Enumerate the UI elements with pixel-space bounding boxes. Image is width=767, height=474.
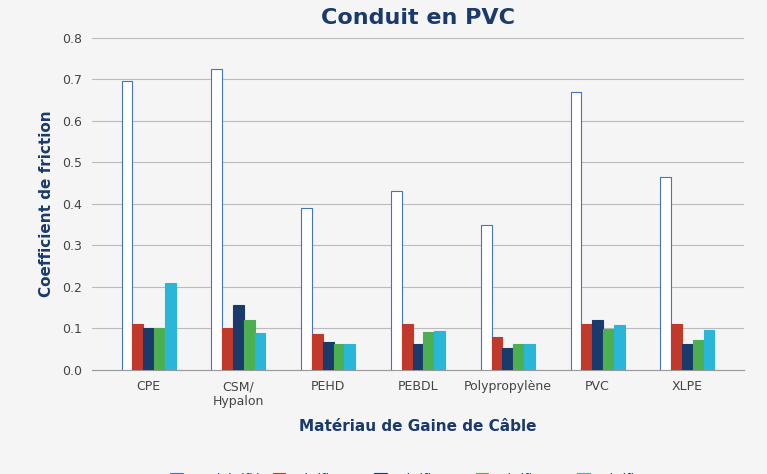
Bar (693, 340, 703, 370)
Bar (660, 177, 671, 370)
Bar (255, 333, 265, 370)
Bar (244, 320, 255, 370)
Bar (502, 348, 513, 370)
Bar (603, 329, 614, 370)
Bar (344, 344, 355, 370)
Bar (301, 208, 312, 370)
Y-axis label: Coefficient de friction: Coefficient de friction (39, 110, 54, 297)
Bar (682, 344, 693, 370)
Bar (133, 324, 143, 370)
Bar (581, 324, 592, 370)
Bar (413, 344, 423, 370)
Bar (212, 69, 222, 370)
Bar (423, 332, 434, 370)
Bar (434, 331, 445, 370)
Bar (592, 320, 603, 370)
Bar (614, 325, 624, 370)
X-axis label: Matériau de Gaine de Câble: Matériau de Gaine de Câble (299, 419, 537, 434)
Bar (154, 328, 165, 370)
Bar (402, 324, 413, 370)
Legend: Non lubrifié, Lubrifiant 1, Lubrifiant 2, Lubrifiant 3, Lubrifiant 4: Non lubrifié, Lubrifiant 1, Lubrifiant 2… (166, 469, 670, 474)
Title: Conduit en PVC: Conduit en PVC (321, 8, 515, 28)
Bar (143, 328, 154, 370)
Bar (571, 92, 581, 370)
Bar (122, 82, 133, 370)
Bar (312, 335, 323, 370)
Bar (222, 328, 233, 370)
Bar (334, 344, 344, 370)
Bar (165, 283, 176, 370)
Bar (481, 225, 492, 370)
Bar (391, 191, 402, 370)
Bar (233, 305, 244, 370)
Bar (492, 337, 502, 370)
Bar (671, 324, 682, 370)
Bar (524, 344, 535, 370)
Bar (323, 341, 334, 370)
Bar (703, 330, 714, 370)
Bar (513, 344, 524, 370)
